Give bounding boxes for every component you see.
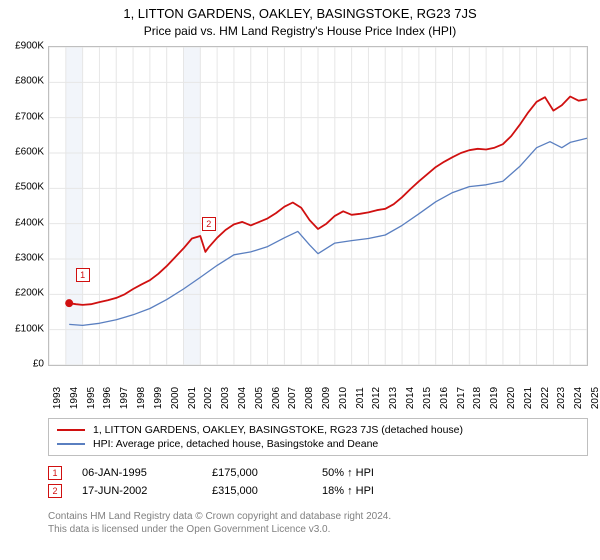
disclaimer-line-1: Contains HM Land Registry data © Crown c… [48,510,588,523]
x-axis-labels: 1993 1994 1995 1996 1997 1998 1999 2000 2001 2002… [48,368,588,410]
legend-swatch [57,429,85,431]
y-tick-label: £400K [15,217,44,228]
marker-date: 17-JUN-2002 [82,485,192,497]
y-tick-label: £300K [15,253,44,264]
x-tick-label: 2018 [472,387,483,409]
x-tick-label: 1995 [86,387,97,409]
x-tick-label: 2009 [321,387,332,409]
marker-table: 1 06-JAN-1995 £175,000 50% ↑ HPI 2 17-JUN-200… [48,464,588,500]
legend-item: 1, LITTON GARDENS, OAKLEY, BASINGSTOKE, … [57,423,579,437]
legend-box: 1, LITTON GARDENS, OAKLEY, BASINGSTOKE, … [48,418,588,456]
y-tick-label: £500K [15,182,44,193]
y-tick-label: £800K [15,76,44,87]
marker-price: £315,000 [212,485,302,497]
x-tick-label: 1999 [153,387,164,409]
disclaimer-line-2: This data is licensed under the Open Gov… [48,523,588,536]
chart-subtitle: Price paid vs. HM Land Registry's House … [0,21,600,42]
x-tick-label: 2001 [187,387,198,409]
x-tick-label: 2008 [304,387,315,409]
x-tick-label: 2025 [590,387,600,409]
legend-label: HPI: Average price, detached house, Basi… [93,438,378,450]
marker-date: 06-JAN-1995 [82,467,192,479]
marker-pct: 18% ↑ HPI [322,485,402,497]
chart-svg [49,47,587,365]
x-tick-label: 1997 [119,387,130,409]
legend-swatch [57,443,85,445]
chart-area: £0 £100K £200K £300K £400K £500K £600K £700K £80… [0,42,600,412]
x-tick-label: 2023 [556,387,567,409]
legend-item: HPI: Average price, detached house, Basi… [57,437,579,451]
marker-row: 1 06-JAN-1995 £175,000 50% ↑ HPI [48,464,588,482]
chart-container: 1, LITTON GARDENS, OAKLEY, BASINGSTOKE, … [0,0,600,560]
plot-area: 12 [48,46,588,366]
x-tick-label: 2000 [170,387,181,409]
x-tick-label: 2016 [439,387,450,409]
x-tick-label: 1996 [102,387,113,409]
x-tick-label: 2003 [220,387,231,409]
x-tick-label: 1998 [136,387,147,409]
x-tick-label: 1994 [69,387,80,409]
y-tick-label: £600K [15,147,44,158]
legend-and-footer: 1, LITTON GARDENS, OAKLEY, BASINGSTOKE, … [48,418,588,536]
y-tick-label: £100K [15,323,44,334]
marker-price: £175,000 [212,467,302,479]
x-tick-label: 2006 [271,387,282,409]
legend-label: 1, LITTON GARDENS, OAKLEY, BASINGSTOKE, … [93,424,463,436]
x-tick-label: 2024 [573,387,584,409]
y-tick-label: £200K [15,288,44,299]
x-tick-label: 2015 [422,387,433,409]
y-tick-label: £0 [33,359,44,370]
x-tick-label: 2022 [540,387,551,409]
x-tick-label: 1993 [52,387,63,409]
disclaimer: Contains HM Land Registry data © Crown c… [48,510,588,536]
chart-marker: 1 [76,268,90,282]
x-tick-label: 2010 [338,387,349,409]
y-axis-labels: £0£100K£200K£300K£400K£500K£600K£700K£80… [0,46,46,366]
chart-title: 1, LITTON GARDENS, OAKLEY, BASINGSTOKE, … [0,0,600,21]
marker-number-box: 2 [48,484,62,498]
x-tick-label: 2011 [355,387,366,409]
x-tick-label: 2020 [506,387,517,409]
marker-pct: 50% ↑ HPI [322,467,402,479]
x-tick-label: 2017 [456,387,467,409]
chart-marker: 2 [202,217,216,231]
x-tick-label: 2005 [254,387,265,409]
x-tick-label: 2019 [489,387,500,409]
x-tick-label: 2004 [237,387,248,409]
y-tick-label: £700K [15,111,44,122]
x-tick-label: 2002 [203,387,214,409]
x-tick-label: 2007 [287,387,298,409]
y-tick-label: £900K [15,41,44,52]
marker-number-box: 1 [48,466,62,480]
x-tick-label: 2021 [523,387,534,409]
x-tick-label: 2014 [405,387,416,409]
x-tick-label: 2012 [371,387,382,409]
marker-row: 2 17-JUN-2002 £315,000 18% ↑ HPI [48,482,588,500]
x-tick-label: 2013 [388,387,399,409]
